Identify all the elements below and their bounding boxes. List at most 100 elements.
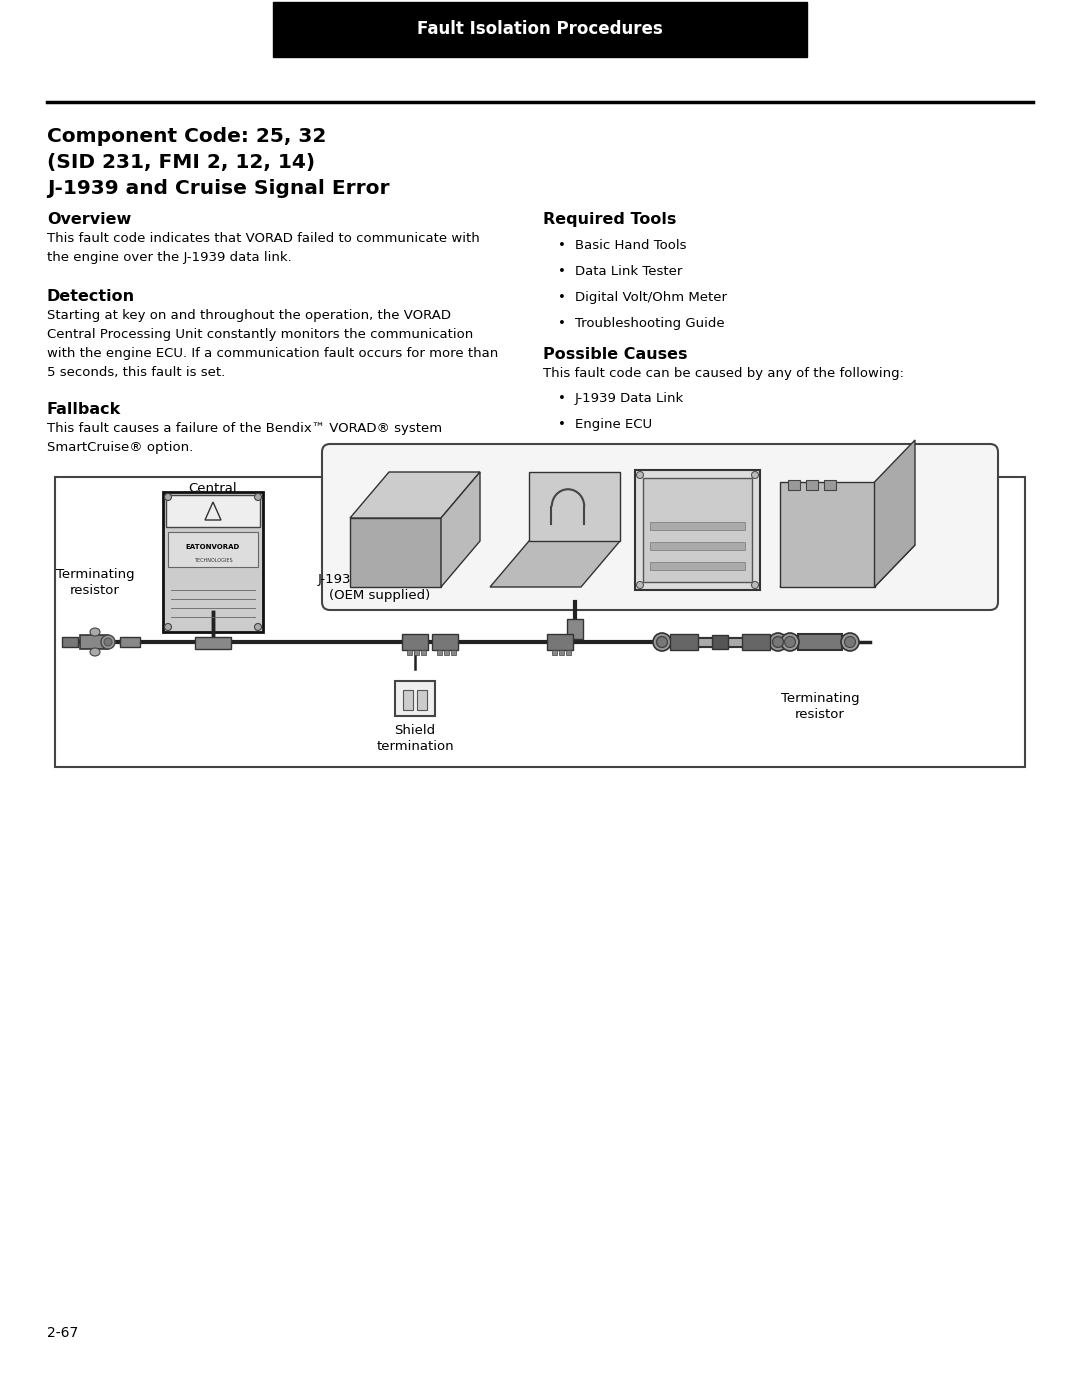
Text: Central Processing Unit: Central Processing Unit [575, 444, 730, 457]
Text: Data Link Tester: Data Link Tester [575, 265, 683, 278]
Text: Engine ECM: Engine ECM [640, 482, 719, 495]
Bar [552, 650, 557, 655]
Bar [566, 650, 571, 655]
Bar [559, 650, 564, 655]
Bar [414, 650, 419, 655]
Ellipse shape [769, 633, 787, 651]
Bar [742, 634, 770, 650]
Ellipse shape [255, 623, 261, 630]
Polygon shape [780, 545, 915, 587]
Polygon shape [441, 472, 480, 587]
Text: J-1939/11 data link
(OEM supplied): J-1939/11 data link (OEM supplied) [318, 573, 443, 602]
Bar [712, 636, 728, 650]
Bar [437, 650, 442, 655]
Ellipse shape [90, 648, 100, 657]
Ellipse shape [841, 633, 859, 651]
Bar [788, 481, 800, 490]
Text: Troubleshooting Guide: Troubleshooting Guide [575, 317, 725, 330]
Text: 2-67: 2-67 [48, 1326, 78, 1340]
Bar [55, 476, 1025, 767]
Text: •: • [558, 444, 566, 457]
Text: (SID 231, FMI 2, 12, 14): (SID 231, FMI 2, 12, 14) [48, 154, 315, 172]
Text: This fault causes a failure of the Bendix™ VORAD® system
SmartCruise® option.: This fault causes a failure of the Bendi… [48, 422, 442, 454]
Polygon shape [490, 541, 620, 587]
Bar [120, 637, 140, 647]
Bar [395, 680, 435, 717]
Text: •: • [558, 239, 566, 251]
Text: Central
Processing Unit: Central Processing Unit [162, 482, 265, 511]
Bar [432, 634, 458, 650]
Text: EATONVORAD: EATONVORAD [186, 543, 240, 550]
Ellipse shape [752, 472, 758, 479]
Text: Engine ECU: Engine ECU [575, 418, 652, 432]
Bar [195, 637, 231, 650]
Bar [643, 478, 752, 583]
Ellipse shape [657, 637, 667, 647]
Text: This fault code indicates that VORAD failed to communicate with
the engine over : This fault code indicates that VORAD fai… [48, 232, 480, 264]
Polygon shape [875, 440, 915, 587]
Text: •: • [558, 291, 566, 305]
Text: Fault Isolation Procedures: Fault Isolation Procedures [417, 21, 663, 39]
Bar [451, 650, 456, 655]
Bar [650, 542, 745, 550]
FancyBboxPatch shape [322, 444, 998, 610]
Bar [273, 1, 807, 57]
Text: Component Code: 25, 32: Component Code: 25, 32 [48, 127, 326, 147]
Bar [421, 650, 426, 655]
Bar [670, 634, 698, 650]
Text: •: • [558, 393, 566, 405]
Ellipse shape [102, 636, 114, 650]
Ellipse shape [653, 633, 671, 651]
Bar [417, 690, 427, 710]
Ellipse shape [636, 581, 644, 588]
Text: Overview: Overview [48, 212, 132, 226]
Bar [798, 634, 842, 650]
Text: This fault code can be caused by any of the following:: This fault code can be caused by any of … [543, 367, 904, 380]
Text: Terminating
resistor: Terminating resistor [781, 692, 860, 721]
Bar [650, 522, 745, 529]
Bar [546, 634, 573, 650]
Ellipse shape [845, 637, 855, 647]
Polygon shape [529, 472, 620, 541]
Bar [80, 636, 108, 650]
Ellipse shape [164, 623, 172, 630]
Text: Possible Causes: Possible Causes [543, 346, 688, 362]
Text: Basic Hand Tools: Basic Hand Tools [575, 239, 687, 251]
Bar [635, 469, 760, 590]
Bar [806, 481, 818, 490]
Text: Digital Volt/Ohm Meter: Digital Volt/Ohm Meter [575, 291, 727, 305]
Bar [444, 650, 449, 655]
Bar [163, 492, 264, 631]
Text: Detection: Detection [48, 289, 135, 305]
Ellipse shape [784, 637, 796, 647]
Bar [780, 482, 875, 587]
Ellipse shape [752, 581, 758, 588]
Ellipse shape [255, 493, 261, 500]
Ellipse shape [90, 629, 100, 636]
Ellipse shape [772, 637, 783, 647]
Polygon shape [205, 502, 221, 520]
Ellipse shape [636, 472, 644, 479]
Ellipse shape [104, 638, 112, 645]
Bar [403, 690, 413, 710]
Bar [166, 495, 260, 527]
Text: Starting at key on and throughout the operation, the VORAD
Central Processing Un: Starting at key on and throughout the op… [48, 309, 498, 379]
Bar [650, 562, 745, 570]
Text: J-1939 and Cruise Signal Error: J-1939 and Cruise Signal Error [48, 179, 390, 198]
Text: Shield
termination: Shield termination [376, 724, 454, 753]
Polygon shape [350, 472, 480, 518]
Text: J-1939 Data Link: J-1939 Data Link [575, 393, 685, 405]
Text: TECHNOLOGIES: TECHNOLOGIES [193, 557, 232, 563]
Ellipse shape [781, 633, 799, 651]
Text: •: • [558, 317, 566, 330]
Bar [350, 518, 441, 587]
Text: •: • [558, 265, 566, 278]
Text: Terminating
resistor: Terminating resistor [56, 569, 134, 597]
Bar [62, 637, 78, 647]
Text: •: • [558, 418, 566, 432]
Ellipse shape [164, 493, 172, 500]
Bar [824, 481, 836, 490]
Text: Fallback: Fallback [48, 402, 121, 416]
Bar [567, 619, 583, 638]
Bar [402, 634, 428, 650]
